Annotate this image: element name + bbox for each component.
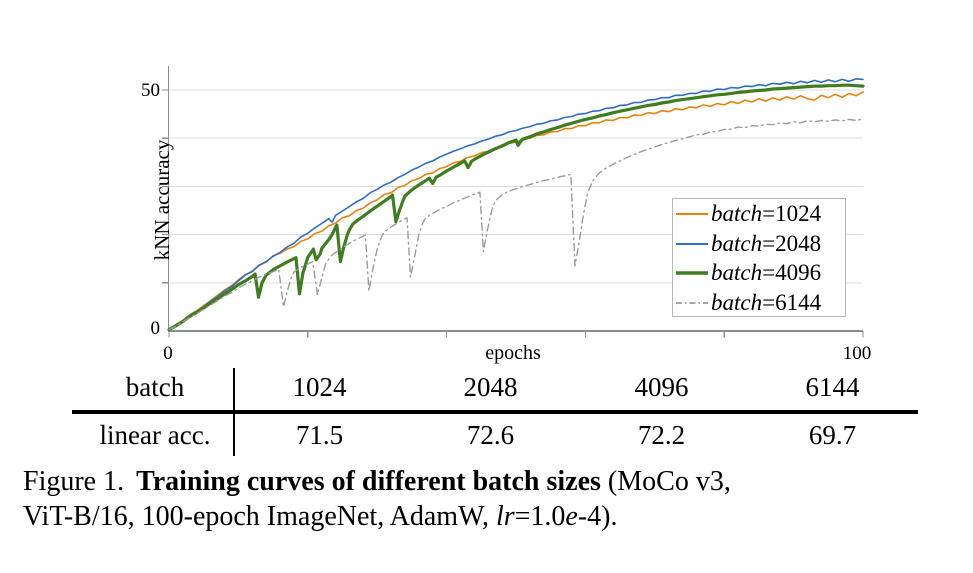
legend-label: batch [711, 230, 763, 256]
legend-label: batch [711, 289, 763, 315]
legend-line-batch-4096 [676, 271, 708, 275]
table-row: linear acc. 71.5 72.6 72.2 69.7 [0, 414, 973, 456]
legend-line-batch-6144 [676, 301, 708, 304]
table-row-header: linear acc. [99, 419, 211, 450]
table-vertical-rule [233, 368, 235, 456]
legend-item: batch=6144 [673, 288, 845, 318]
table-cell: 72.2 [637, 419, 686, 450]
table-cell: 4096 [634, 371, 689, 402]
table-row: batch 1024 2048 4096 6144 [0, 366, 973, 408]
legend-item: batch=4096 [673, 258, 845, 288]
chart-legend: batch=1024 batch=2048 batch=4096 batch=6… [672, 198, 846, 317]
table-cell: 69.7 [808, 419, 857, 450]
training-curves-plot [162, 66, 865, 338]
y-tick-label-0: 0 [150, 318, 161, 339]
table-cell: 1024 [292, 371, 347, 402]
table-cell: 2048 [463, 371, 518, 402]
caption-line-2: ViT-B/16, 100-epoch ImageNet, AdamW, lr=… [23, 501, 618, 532]
x-tick-label-100: 100 [842, 343, 872, 364]
table-cell: 6144 [805, 371, 860, 402]
caption-line-1: Figure 1. Training curves of different ba… [23, 466, 731, 497]
legend-line-batch-1024 [676, 213, 708, 215]
table-cell: 72.6 [466, 419, 515, 450]
y-tick-label-50: 50 [141, 80, 160, 101]
table-cell: 71.5 [295, 419, 344, 450]
y-axis-label: kNN accuracy [150, 139, 174, 261]
table-rule [72, 410, 918, 414]
legend-item: batch=1024 [673, 199, 845, 229]
legend-label: batch [711, 201, 763, 226]
legend-item: batch=2048 [673, 229, 845, 259]
x-axis-label: epochs [485, 342, 541, 364]
results-table: batch 1024 2048 4096 6144 linear acc. 71… [0, 366, 973, 458]
legend-label: batch [711, 260, 763, 285]
legend-line-batch-2048 [676, 242, 708, 245]
table-row-header: batch [125, 371, 185, 402]
figure-caption: Figure 1. Training curves of different ba… [23, 464, 967, 534]
x-tick-label-0: 0 [163, 343, 173, 364]
